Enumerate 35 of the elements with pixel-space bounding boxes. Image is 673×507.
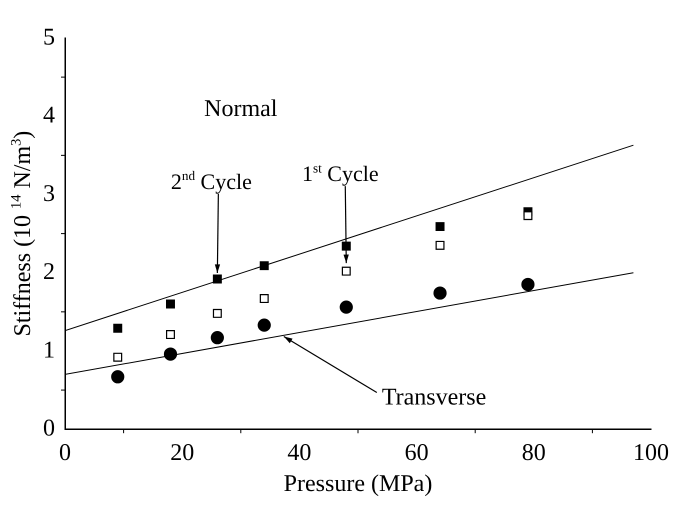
x-tick-label: 0 <box>59 440 71 466</box>
y-tick-label: 5 <box>43 24 55 50</box>
point <box>523 211 532 220</box>
y-tick-label: 4 <box>43 102 55 129</box>
y-tick-label: 3 <box>43 180 55 207</box>
x-axis-title: Pressure (MPa) <box>284 471 432 498</box>
annotation: Normal <box>204 96 278 122</box>
x-tick-label: 60 <box>404 440 429 466</box>
point <box>436 222 445 232</box>
point <box>113 324 122 333</box>
annotation: Transverse <box>382 384 486 411</box>
point <box>342 242 351 251</box>
point <box>258 318 271 332</box>
point <box>210 331 224 344</box>
x-tick-label: 100 <box>633 440 669 466</box>
point <box>164 347 178 361</box>
point <box>166 330 175 340</box>
point <box>342 266 351 276</box>
point <box>212 274 222 284</box>
point <box>260 294 269 304</box>
point <box>212 308 222 318</box>
point <box>166 300 175 309</box>
y-axis-title: Stiffness (10 14 N/m3) <box>8 130 36 336</box>
point <box>521 278 535 292</box>
y-tick-label: 0 <box>43 415 55 442</box>
x-tick-label: 20 <box>170 440 194 466</box>
y-tick-label: 2 <box>43 259 55 286</box>
y-tick-label: 1 <box>43 337 55 364</box>
point <box>111 370 124 384</box>
point <box>113 352 122 362</box>
x-tick-label: 80 <box>522 440 546 466</box>
point <box>433 286 447 300</box>
point <box>340 300 353 314</box>
point <box>436 240 445 250</box>
x-tick-label: 40 <box>287 440 312 466</box>
